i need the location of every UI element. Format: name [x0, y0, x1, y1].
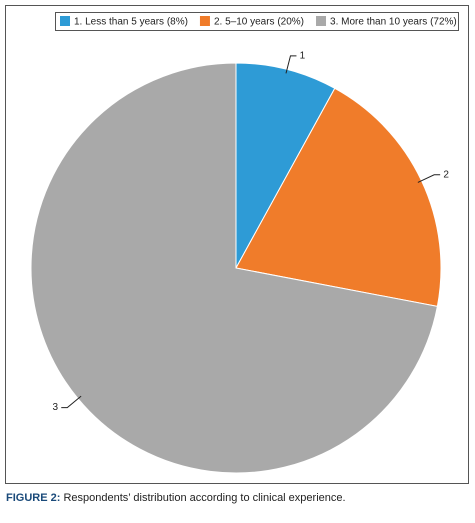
- legend-swatch: [60, 16, 70, 26]
- leader-line: [61, 395, 82, 409]
- caption: FIGURE 2: Respondents’ distribution acco…: [6, 492, 346, 504]
- slice-label: 2: [443, 169, 449, 180]
- leader-line: [417, 174, 441, 183]
- pie: 1 2 3: [30, 51, 449, 474]
- legend-swatch: [316, 16, 327, 26]
- slice-label: 1: [300, 51, 306, 62]
- legend-label: 1. Less than 5 years (8%): [74, 17, 188, 28]
- legend-box: [55, 12, 459, 31]
- legend: 1. Less than 5 years (8%) 2. 5–10 years (…: [55, 12, 459, 31]
- caption-text: Respondents’ distribution according to c…: [63, 492, 345, 504]
- slice-label: 3: [52, 402, 58, 413]
- legend-label: 3. More than 10 years (72%): [330, 17, 457, 28]
- frame: [5, 5, 469, 484]
- legend-label: 2. 5–10 years (20%): [214, 17, 304, 28]
- leader-line: [285, 55, 297, 74]
- caption-label: FIGURE 2:: [6, 492, 60, 504]
- legend-swatch: [199, 16, 210, 26]
